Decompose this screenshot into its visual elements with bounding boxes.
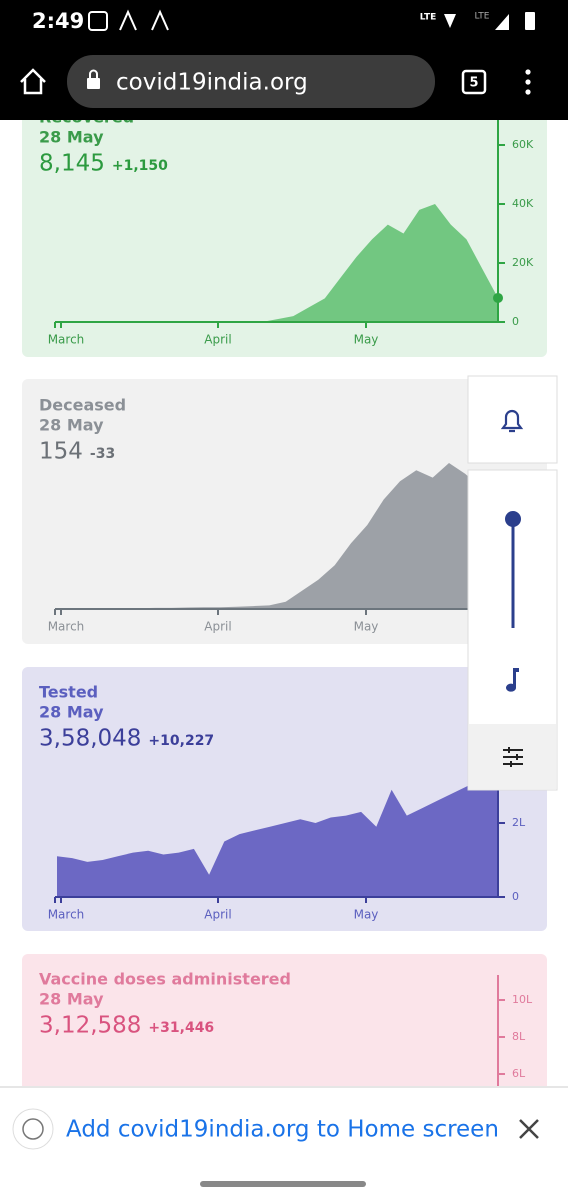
home-button[interactable] bbox=[20, 68, 46, 95]
card-date: 28 May bbox=[39, 416, 104, 435]
menu-button[interactable] bbox=[525, 69, 531, 95]
area bbox=[57, 204, 498, 322]
lock-icon bbox=[87, 78, 100, 89]
content: Recovered28 May8,145+1,150MarchAprilMay0… bbox=[22, 92, 547, 1200]
card-date: 28 May bbox=[39, 703, 104, 722]
volume-thumb[interactable] bbox=[505, 511, 521, 527]
y-tick-label: 10L bbox=[512, 993, 533, 1006]
url-bar[interactable] bbox=[67, 55, 435, 108]
y-tick-label: 40K bbox=[512, 197, 534, 210]
x-label: May bbox=[354, 620, 379, 634]
site-icon bbox=[22, 1118, 44, 1140]
x-label: March bbox=[48, 333, 85, 347]
card-value: 154 bbox=[39, 439, 83, 465]
bell-box[interactable] bbox=[467, 375, 558, 464]
battery-icon bbox=[525, 12, 535, 30]
lock-icon bbox=[89, 69, 98, 78]
card-title: Deceased bbox=[39, 396, 126, 415]
gesture-pill[interactable] bbox=[200, 1181, 366, 1187]
browser-toolbar: covid19india.org 5 bbox=[20, 55, 531, 108]
card-title: Vaccine doses administered bbox=[39, 970, 291, 989]
install-banner: Add covid19india.org to Home screen bbox=[0, 1086, 568, 1200]
area bbox=[57, 463, 498, 609]
x-label: May bbox=[354, 908, 379, 922]
tune-icon bbox=[503, 747, 523, 767]
banner-shadow bbox=[0, 1086, 568, 1089]
close-button[interactable] bbox=[519, 1119, 539, 1139]
signal-icon bbox=[495, 14, 509, 30]
area bbox=[57, 764, 498, 897]
bell-icon bbox=[500, 409, 524, 433]
card-value: 3,12,588 bbox=[39, 1013, 141, 1039]
site-icon bbox=[12, 1108, 54, 1150]
card-delta: +10,227 bbox=[148, 733, 214, 749]
banner-text[interactable]: Add covid19india.org to Home screen bbox=[66, 1117, 499, 1143]
music-icon bbox=[506, 668, 519, 692]
x-label: May bbox=[354, 333, 379, 347]
y-tick-label: 60K bbox=[512, 138, 534, 151]
y-tick-label: 8L bbox=[512, 1030, 526, 1043]
card-title: Tested bbox=[39, 683, 98, 702]
x-label: April bbox=[204, 620, 231, 634]
clock: 2:49 bbox=[32, 9, 84, 33]
url-text[interactable]: covid19india.org bbox=[116, 70, 308, 96]
banner-background bbox=[0, 1088, 568, 1168]
x-label: March bbox=[48, 620, 85, 634]
x-label: April bbox=[204, 908, 231, 922]
y-tick-label: 0 bbox=[512, 315, 519, 328]
y-tick-label: 2L bbox=[512, 816, 526, 829]
network-label: LTE bbox=[420, 13, 437, 23]
card-delta: +1,150 bbox=[112, 158, 168, 174]
x-label: March bbox=[48, 908, 85, 922]
card-value: 3,58,048 bbox=[39, 726, 141, 752]
card-delta: -33 bbox=[90, 446, 115, 462]
y-tick-label: 20K bbox=[512, 256, 534, 269]
wifi-icon bbox=[444, 14, 456, 28]
tab-switcher[interactable] bbox=[461, 69, 487, 95]
x-label: April bbox=[204, 333, 231, 347]
network-label: LTE bbox=[475, 12, 490, 22]
y-tick-label: 0 bbox=[512, 890, 519, 903]
card-date: 28 May bbox=[39, 128, 104, 147]
card-delta: +31,446 bbox=[148, 1020, 214, 1036]
tab-count: 5 bbox=[469, 76, 478, 91]
overlay-panel bbox=[467, 375, 558, 791]
card-value: 8,145 bbox=[39, 151, 105, 177]
card-date: 28 May bbox=[39, 990, 104, 1009]
y-tick-label: 6L bbox=[512, 1067, 526, 1080]
status-icon bbox=[88, 11, 108, 31]
status-icon bbox=[119, 9, 169, 31]
